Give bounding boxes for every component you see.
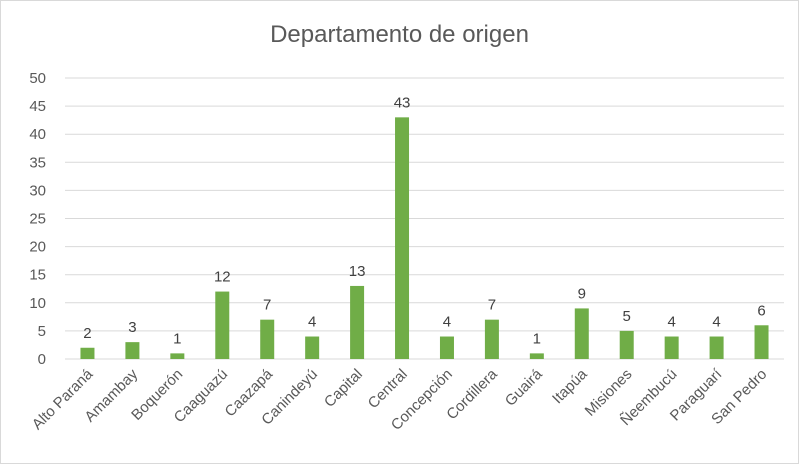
- bar: [484, 319, 499, 359]
- bar: [529, 353, 544, 359]
- data-label: 12: [214, 269, 231, 286]
- data-label: 4: [667, 314, 675, 331]
- chart-title: Departamento de origen: [270, 21, 529, 48]
- x-tick-label: Guairá: [502, 365, 546, 409]
- y-tick-label: 45: [29, 98, 46, 115]
- data-label: 2: [83, 325, 91, 342]
- y-tick-label: 10: [29, 295, 46, 312]
- y-axis-labels: 0 5 10 15 20 25 30 35 40 45 50: [29, 70, 46, 368]
- bars: [80, 117, 769, 359]
- x-tick-label: Capital: [321, 366, 366, 411]
- y-tick-label: 50: [29, 70, 46, 87]
- data-label: 9: [578, 285, 586, 302]
- bar: [709, 336, 724, 359]
- bar: [619, 330, 634, 359]
- bar: [439, 336, 454, 359]
- bar: [664, 336, 679, 359]
- y-tick-label: 5: [38, 323, 46, 340]
- x-axis-labels: Alto ParanáAmambayBoquerónCaaguazúCaazap…: [29, 365, 771, 434]
- bar: [395, 117, 410, 359]
- data-label: 7: [263, 297, 271, 314]
- y-tick-label: 20: [29, 239, 46, 256]
- data-label: 7: [488, 297, 496, 314]
- x-tick-label: Itapúa: [549, 365, 591, 407]
- data-label: 43: [394, 94, 411, 111]
- data-label: 13: [349, 263, 366, 280]
- data-label: 4: [308, 314, 316, 331]
- data-label: 6: [757, 302, 765, 319]
- bar: [260, 319, 275, 359]
- data-label: 5: [623, 308, 631, 325]
- bar: [754, 325, 769, 359]
- bar: [350, 285, 365, 359]
- bar: [80, 347, 95, 359]
- y-tick-label: 40: [29, 126, 46, 143]
- y-tick-label: 0: [38, 351, 46, 368]
- bar: [305, 336, 320, 359]
- y-tick-label: 30: [29, 182, 46, 199]
- y-tick-label: 35: [29, 154, 46, 171]
- data-labels: 2 3 1 12 7 4 13 43 4 7 1 9 5 4 4 6: [83, 94, 765, 347]
- y-tick-label: 25: [29, 211, 46, 228]
- x-tick-label: Alto Paraná: [29, 365, 97, 433]
- y-tick-label: 15: [29, 267, 46, 284]
- bar: [215, 291, 230, 359]
- data-label: 1: [173, 330, 181, 347]
- bar: [574, 308, 589, 359]
- bar: [170, 353, 185, 359]
- gridlines: [65, 77, 784, 360]
- data-label: 1: [533, 330, 541, 347]
- data-label: 4: [443, 314, 451, 331]
- data-label: 4: [712, 314, 720, 331]
- data-label: 3: [128, 319, 136, 336]
- bar: [125, 342, 140, 359]
